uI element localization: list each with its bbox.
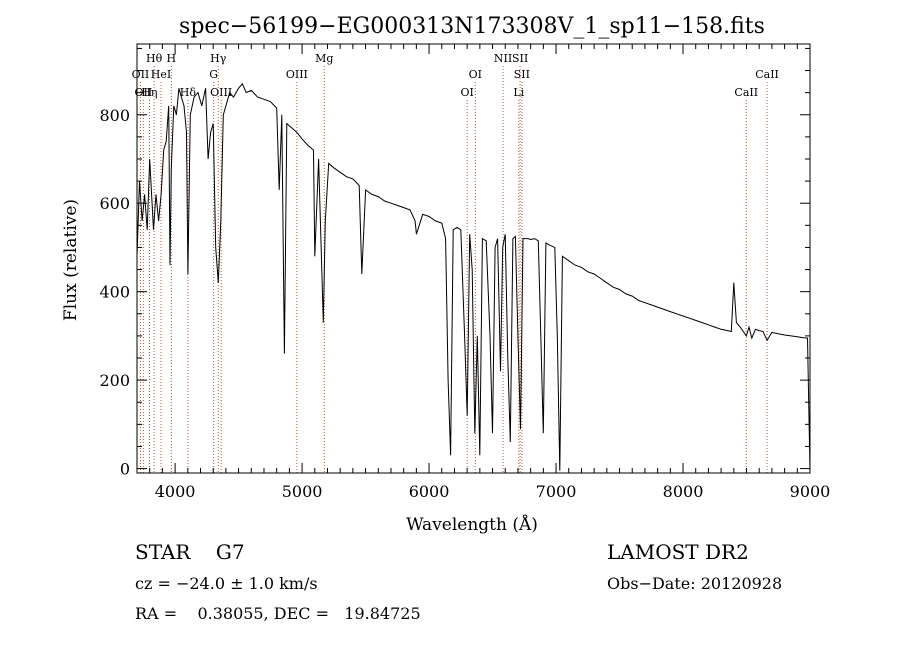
line-marker-label-5: H [166,52,176,65]
y-tick-label-0: 0 [120,460,130,479]
line-marker-label-9: OIII [210,86,232,99]
line-marker-label-3: Hθ [146,52,163,65]
line-marker-label-4: HeI [151,68,171,81]
x-tick-label-1: 5000 [282,482,323,501]
x-tick-label-5: 9000 [790,482,831,501]
y-tick-label-2: 400 [99,283,130,302]
plot-frame [136,43,811,474]
line-marker-label-7: G [209,68,218,81]
x-tick-label-0: 4000 [155,482,196,501]
observation-date: Obs−Date: 20120928 [607,574,783,593]
x-tick-label-3: 7000 [536,482,577,501]
line-marker-label-17: SII [514,68,530,81]
line-marker-label-6: Hδ [180,86,197,99]
chart-title: spec−56199−EG000313N173308V_1_sp11−158.f… [179,14,765,39]
line-marker-label-14: NII [494,52,512,65]
line-marker-label-13: OI [469,68,482,81]
ra-dec-coordinates: RA = 0.38055, DEC = 19.84725 [135,604,421,623]
line-marker-label-18: CaII [734,86,758,99]
plot-area: OIIOIIHηHθHeIHHδGHγOIIIOIIIMgOIOINIILiSI… [99,43,831,501]
line-marker-label-0: OII [132,68,150,81]
line-marker-label-16: SII [512,52,528,65]
line-marker-label-1: OII [134,86,152,99]
x-tick-label-2: 6000 [409,482,450,501]
spectrum-series-0 [136,82,811,471]
survey-name: LAMOST DR2 [607,540,749,564]
line-marker-label-2: Hη [141,86,157,99]
line-marker-label-10: OIII [286,68,308,81]
y-axis-label: Flux (relative) [61,199,81,321]
y-tick-label-1: 200 [99,371,130,390]
y-tick-label-3: 600 [99,194,130,213]
line-marker-label-15: Li [513,86,524,99]
line-marker-label-11: Mg [315,52,333,65]
line-marker-label-19: CaII [755,68,779,81]
redshift-velocity: cz = −24.0 ± 1.0 km/s [135,574,318,593]
x-axis-label: Wavelength (Å) [406,514,538,535]
line-marker-label-8: Hγ [210,52,227,65]
star-classification: STAR G7 [135,540,245,564]
line-marker-label-12: OI [460,86,473,99]
x-tick-label-4: 8000 [663,482,704,501]
y-tick-label-4: 800 [99,106,130,125]
